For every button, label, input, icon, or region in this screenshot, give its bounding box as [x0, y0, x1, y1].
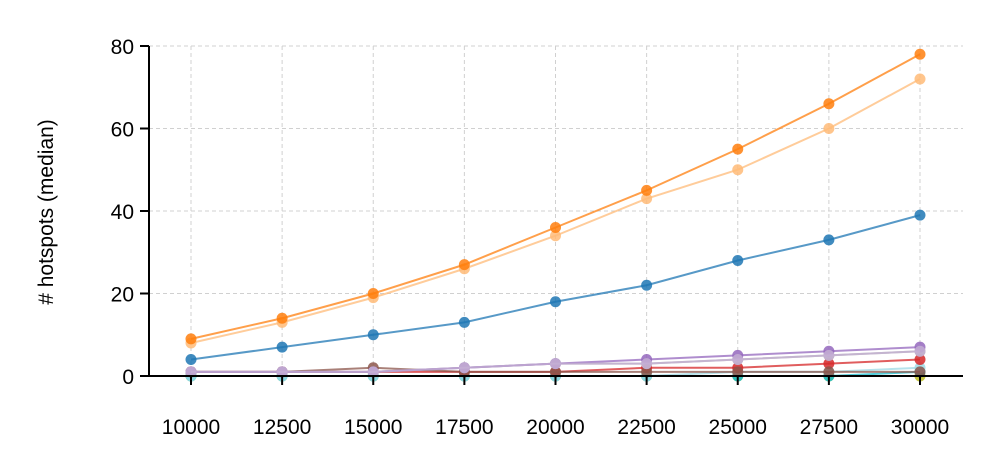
data-point [823, 123, 835, 134]
data-point [550, 230, 561, 242]
data-point [732, 143, 744, 155]
data-point [276, 366, 288, 378]
data-point [367, 366, 379, 378]
data-point [641, 279, 653, 291]
data-point [367, 329, 379, 341]
data-point [823, 98, 835, 110]
x-tick-label: 30000 [891, 416, 949, 439]
data-point [823, 234, 835, 246]
y-tick-label: 40 [111, 201, 134, 224]
data-point [914, 209, 926, 221]
data-point [641, 358, 653, 370]
data-point [641, 366, 653, 378]
x-tick-label: 17500 [435, 416, 493, 439]
data-point [458, 259, 470, 271]
ticks: 0 20 40 60 80 10000 12500 15000 17500 20000 22500 2… [111, 36, 950, 439]
data-point [185, 366, 197, 378]
x-tick-label: 22500 [617, 416, 675, 439]
data-point [185, 333, 197, 345]
data-point [914, 366, 926, 378]
data-point [367, 288, 379, 299]
data-point [914, 345, 926, 357]
x-tick-label: 10000 [162, 416, 220, 439]
data-point [185, 354, 197, 365]
data-point [823, 358, 835, 370]
data-point [550, 296, 561, 308]
series-9 [185, 209, 926, 365]
data-point [550, 366, 561, 378]
data-point [914, 48, 926, 60]
x-tick-label: 27500 [800, 416, 858, 439]
y-axis-label: # hotspots (median) [35, 119, 58, 305]
data-point [914, 354, 926, 365]
grid [149, 45, 963, 376]
series-8 [185, 345, 926, 378]
data-point [550, 222, 561, 233]
data-point [732, 164, 744, 176]
x-tick-label: 20000 [526, 416, 584, 439]
x-tick-label: 12500 [253, 416, 311, 439]
data-point [276, 341, 288, 353]
y-tick-label: 60 [111, 119, 134, 142]
data-point [276, 312, 288, 324]
data-point [732, 255, 744, 266]
data-point [641, 193, 653, 205]
data-point [458, 362, 470, 374]
data-point [732, 366, 744, 378]
x-tick-label: 15000 [344, 416, 402, 439]
y-tick-label: 80 [111, 36, 134, 59]
data-point [550, 358, 561, 370]
data-point [641, 184, 653, 196]
y-tick-label: 0 [122, 366, 134, 389]
x-tick-label: 25000 [709, 416, 767, 439]
data-point [914, 73, 926, 85]
series-11 [185, 48, 926, 345]
data-point [823, 366, 835, 378]
data-point [732, 354, 744, 365]
y-tick-label: 20 [111, 284, 134, 307]
data-point [458, 316, 470, 328]
data-point [823, 349, 835, 361]
